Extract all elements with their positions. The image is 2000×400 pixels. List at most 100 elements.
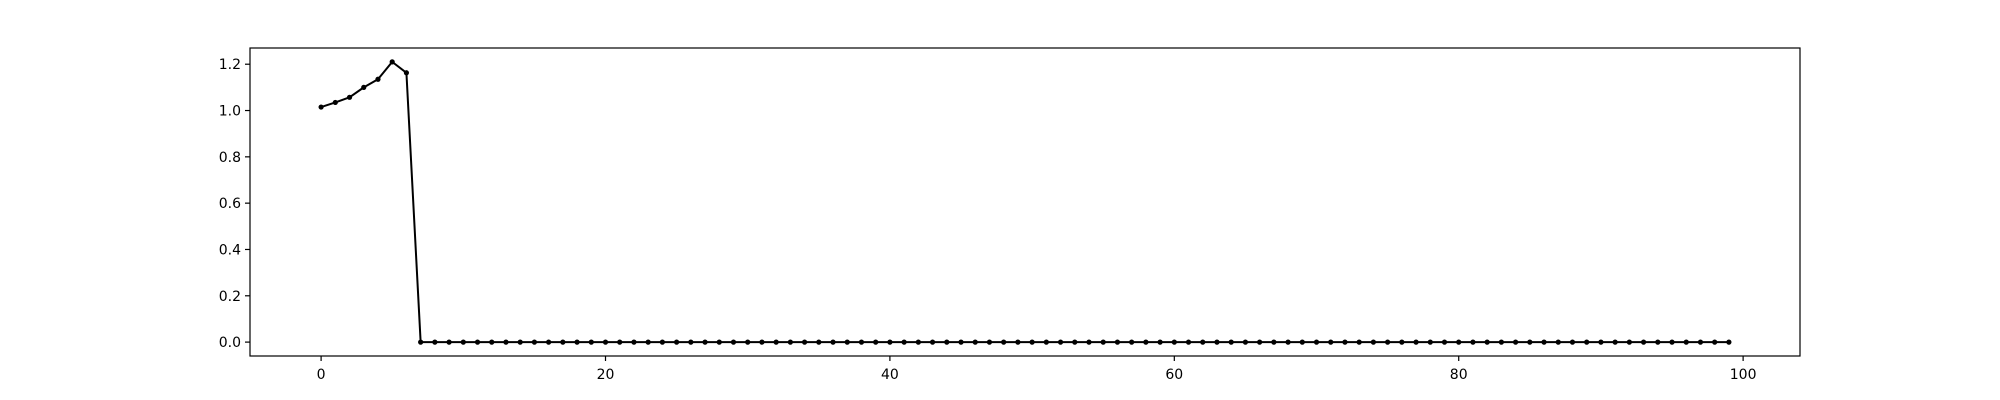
data-point xyxy=(1100,339,1106,345)
data-point xyxy=(1584,339,1590,345)
data-point xyxy=(1001,339,1007,345)
data-point xyxy=(531,339,538,345)
data-point xyxy=(1640,339,1647,345)
x-tick-label: 20 xyxy=(597,367,615,383)
data-point xyxy=(588,339,594,345)
data-point xyxy=(787,339,793,345)
y-tick-label: 0.4 xyxy=(219,242,241,258)
data-point xyxy=(1669,339,1675,345)
data-point xyxy=(1328,339,1334,345)
data-point xyxy=(1285,339,1291,345)
data-point xyxy=(517,339,523,345)
x-tick-label: 80 xyxy=(1450,367,1468,383)
data-point xyxy=(617,339,623,345)
data-point xyxy=(1626,339,1632,345)
data-point xyxy=(887,339,893,345)
data-point xyxy=(432,339,438,345)
data-point xyxy=(1498,339,1504,345)
data-point xyxy=(1470,339,1476,345)
y-tick-label: 1.0 xyxy=(219,104,241,120)
data-point xyxy=(944,339,950,345)
data-point xyxy=(1356,339,1362,345)
data-point xyxy=(1299,339,1305,345)
data-point xyxy=(1655,339,1661,345)
data-point xyxy=(1512,339,1519,345)
data-point xyxy=(1541,339,1547,345)
data-point xyxy=(1712,339,1718,345)
data-point xyxy=(858,339,865,345)
data-point xyxy=(745,339,751,345)
data-point xyxy=(375,76,381,82)
data-point xyxy=(1057,339,1064,345)
data-point xyxy=(730,339,737,345)
data-point xyxy=(418,339,424,345)
data-point xyxy=(1697,339,1704,345)
data-point xyxy=(1114,339,1121,345)
data-point xyxy=(1427,339,1433,345)
data-point xyxy=(1385,339,1391,345)
plot-area-frame xyxy=(249,47,1801,357)
data-point xyxy=(830,339,836,345)
y-tick-label: 0.2 xyxy=(219,289,241,305)
data-point xyxy=(1200,339,1206,345)
data-point xyxy=(1726,339,1732,345)
data-point xyxy=(716,339,722,345)
data-point xyxy=(1185,339,1192,345)
data-point xyxy=(1612,339,1618,345)
data-point xyxy=(1015,339,1021,345)
data-point xyxy=(1598,339,1604,345)
data-point xyxy=(1214,339,1220,345)
series-layer xyxy=(318,59,1732,345)
data-point xyxy=(1399,339,1405,345)
data-point xyxy=(1683,339,1689,345)
x-tick-label: 40 xyxy=(881,367,899,383)
data-point xyxy=(361,84,367,90)
data-point xyxy=(1257,339,1263,345)
data-point xyxy=(574,339,580,345)
data-point xyxy=(1072,339,1078,345)
data-point xyxy=(1555,339,1561,345)
data-point xyxy=(873,339,879,345)
data-point xyxy=(1313,339,1320,345)
data-point xyxy=(688,339,694,345)
data-point xyxy=(645,339,651,345)
data-point xyxy=(403,70,410,76)
data-point xyxy=(986,339,993,345)
data-point xyxy=(1456,339,1462,345)
data-point xyxy=(503,339,509,345)
data-point xyxy=(1342,339,1348,345)
data-point xyxy=(346,94,353,100)
data-point xyxy=(1043,339,1049,345)
data-point xyxy=(474,339,481,345)
data-point xyxy=(844,339,850,345)
data-point xyxy=(972,339,978,345)
y-tick-label: 0.6 xyxy=(219,196,241,212)
data-point xyxy=(602,339,609,345)
x-tick-label: 60 xyxy=(1165,367,1183,383)
data-point xyxy=(1413,339,1419,345)
data-point xyxy=(1171,339,1177,345)
y-tick-label: 0.0 xyxy=(219,335,241,351)
series-line xyxy=(320,60,1729,344)
data-point xyxy=(389,59,395,65)
data-point xyxy=(674,339,680,345)
data-point xyxy=(1086,339,1092,345)
data-point xyxy=(560,339,566,345)
y-tick-label: 0.8 xyxy=(219,150,241,166)
data-point xyxy=(929,339,936,345)
data-point xyxy=(1228,339,1234,345)
data-point xyxy=(1157,339,1163,345)
data-point xyxy=(489,339,495,345)
data-point xyxy=(1143,339,1149,345)
data-point xyxy=(1271,339,1277,345)
data-point xyxy=(546,339,552,345)
data-point xyxy=(958,339,964,345)
data-point xyxy=(1527,339,1533,345)
data-point xyxy=(801,339,808,345)
data-point xyxy=(759,339,765,345)
data-point xyxy=(318,104,324,110)
data-point xyxy=(915,339,921,345)
data-point xyxy=(1029,339,1035,345)
data-point xyxy=(446,339,452,345)
